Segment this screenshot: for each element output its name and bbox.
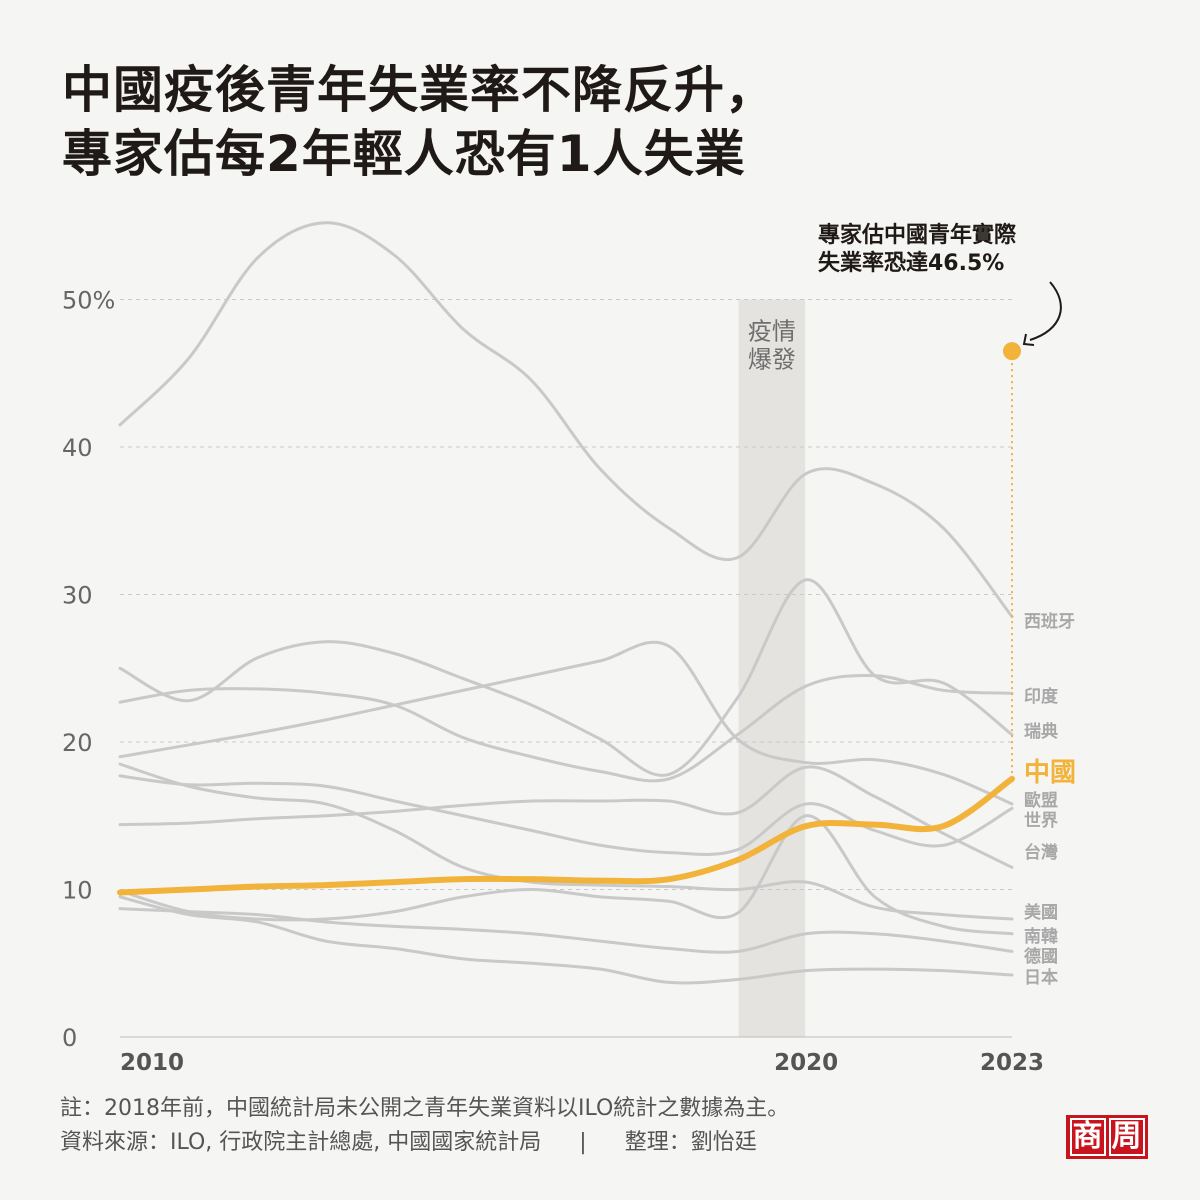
source-line: 資料來源：ILO, 行政院主計總處, 中國國家統計局 | 整理：劉怡廷 [60, 1126, 789, 1160]
y-tick-label: 20 [62, 729, 93, 757]
note-text: 註：2018年前，中國統計局未公開之青年失業資料以ILO統計之數據為主。 [60, 1096, 790, 1121]
logo-char-1: 商 [1069, 1118, 1106, 1156]
y-tick-label: 40 [62, 434, 93, 462]
annotation-arrow [1029, 281, 1062, 341]
chart-title: 中國疫後青年失業率不降反升， 專家估每2年輕人恐有1人失業 [62, 58, 776, 186]
footer-notes: 註：2018年前，中國統計局未公開之青年失業資料以ILO統計之數據為主。 資料來… [60, 1092, 789, 1160]
series-label-南韓: 南韓 [1024, 926, 1058, 947]
series-line-西班牙 [118, 221, 1014, 619]
separator: | [579, 1130, 587, 1155]
series-label-中國: 中國 [1024, 758, 1076, 788]
series-line-台灣 [118, 765, 1014, 869]
series-line-世界 [118, 774, 1014, 856]
series-label-台灣: 台灣 [1024, 842, 1058, 863]
series-label-西班牙: 西班牙 [1024, 612, 1075, 632]
estimate-point [1003, 342, 1021, 361]
series-line-印度 [118, 673, 1014, 783]
series-line-瑞典 [118, 578, 1014, 777]
logo-char-2: 周 [1108, 1118, 1145, 1156]
y-tick-label: 10 [62, 877, 93, 905]
series-label-歐盟: 歐盟 [1024, 790, 1058, 811]
x-tick-label: 2023 [980, 1050, 1044, 1076]
source-text: 資料來源：ILO, 行政院主計總處, 中國國家統計局 [60, 1130, 542, 1155]
band-label-line: 爆發 [748, 346, 796, 374]
x-tick-label: 2010 [120, 1050, 184, 1076]
series-line-南韓 [118, 814, 1014, 936]
annotation-arrow-head [1022, 333, 1035, 346]
series-line-美國 [118, 762, 1014, 921]
series-label-印度: 印度 [1024, 686, 1059, 707]
series-label-世界: 世界 [1024, 811, 1058, 831]
series-label-瑞典: 瑞典 [1024, 721, 1058, 742]
series-lines [117, 221, 1015, 985]
title-line-1: 中國疫後青年失業率不降反升， [62, 61, 776, 119]
y-tick-label: 50% [62, 287, 115, 315]
editor-text: 整理：劉怡廷 [624, 1130, 757, 1155]
series-label-德國: 德國 [1024, 946, 1058, 967]
series-line-德國 [118, 907, 1014, 954]
series-line-日本 [118, 895, 1014, 985]
title-line-2: 專家估每2年輕人恐有1人失業 [62, 125, 746, 183]
estimate-annotation-line: 失業率恐達46.5% [818, 250, 1004, 276]
pandemic-band-rect [738, 299, 806, 1037]
publisher-logo: 商 周 [1066, 1115, 1148, 1159]
x-tick-label: 2020 [774, 1050, 838, 1076]
estimate-annotation-line: 專家估中國青年實際 [818, 222, 1017, 248]
y-tick-label: 0 [62, 1024, 77, 1052]
y-tick-label: 30 [62, 582, 93, 610]
series-label-日本: 日本 [1024, 967, 1058, 988]
series-line-歐盟 [118, 640, 1014, 806]
series-line-中國 [117, 775, 1015, 896]
series-label-美國: 美國 [1024, 902, 1058, 923]
band-label-line: 疫情 [748, 318, 796, 346]
